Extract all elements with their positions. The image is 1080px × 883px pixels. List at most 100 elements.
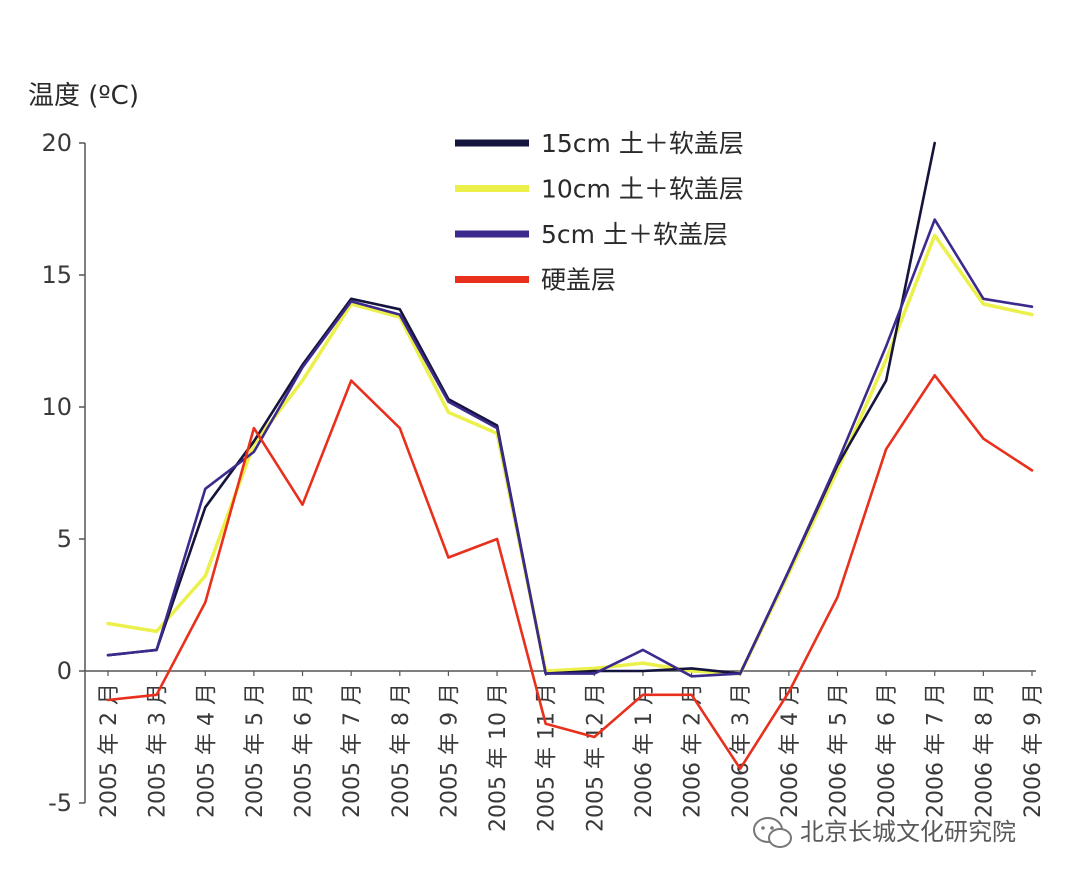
x-tick-label: 2005 年 12 月: [583, 683, 608, 832]
y-axis-label: 温度 (ºC): [28, 81, 139, 111]
x-tick-label: 2005 年 6 月: [292, 683, 317, 818]
x-tick-label: 2006 年 4 月: [778, 683, 803, 818]
x-tick-label: 2005 年 9 月: [437, 683, 462, 818]
y-tick-label: 0: [57, 657, 72, 685]
series-line-2: [106, 218, 1034, 678]
data-point: [836, 469, 839, 472]
data-point: [593, 736, 596, 738]
data-point: [204, 488, 207, 490]
data-point: [301, 366, 304, 369]
data-point: [204, 506, 207, 509]
legend-label: 10cm 土＋软盖层: [541, 175, 744, 204]
y-tick-label: 15: [41, 261, 72, 289]
data-point: [204, 575, 207, 577]
data-point: [933, 234, 936, 237]
data-point: [690, 670, 693, 672]
legend-label: 15cm 土＋软盖层: [541, 129, 744, 158]
x-tick-label: 2005 年 5 月: [243, 683, 268, 818]
data-point: [885, 358, 887, 361]
y-tick-label: 10: [41, 393, 72, 421]
data-point: [350, 300, 352, 303]
data-point: [1031, 305, 1033, 308]
wechat-icon: [753, 817, 792, 848]
data-point: [204, 601, 207, 604]
data-point: [642, 693, 644, 696]
data-point: [982, 437, 985, 440]
data-point: [253, 451, 255, 453]
x-tick-label: 2005 年 11 月: [535, 683, 560, 832]
series-line-0: [106, 141, 936, 675]
data-point: [447, 411, 450, 414]
x-tick-label: 2005 年 10 月: [486, 683, 511, 832]
x-tick-label: 2006 年 2 月: [681, 683, 706, 818]
watermark: 北京长城文化研究院: [753, 817, 1016, 848]
data-point: [107, 654, 109, 656]
y-tick-label: -5: [48, 789, 72, 817]
data-point: [885, 448, 887, 451]
series-line-1: [106, 233, 1034, 676]
data-point: [350, 297, 352, 300]
data-point: [933, 218, 936, 221]
data-point: [836, 596, 839, 598]
x-tick-label: 2006 年 9 月: [1021, 683, 1046, 818]
data-point: [155, 649, 158, 651]
data-point: [301, 379, 304, 382]
x-tick-label: 2005 年 7 月: [340, 683, 365, 818]
data-point: [496, 538, 498, 540]
data-point: [690, 675, 693, 678]
data-point: [398, 427, 401, 429]
legend-label: 硬盖层: [541, 266, 616, 295]
data-point: [836, 461, 839, 464]
data-point: [885, 345, 887, 348]
y-tick-label: 5: [57, 525, 72, 553]
data-point: [155, 630, 158, 633]
data-point: [982, 303, 985, 305]
data-point: [982, 297, 985, 300]
watermark-text: 北京长城文化研究院: [800, 818, 1016, 846]
data-point: [642, 649, 644, 651]
data-point: [739, 767, 742, 770]
x-tick-label: 2006 年 1 月: [632, 683, 657, 818]
data-point: [544, 723, 547, 725]
data-point: [447, 400, 450, 403]
x-tick-label: 2005 年 3 月: [146, 683, 171, 818]
legend-label: 5cm 土＋软盖层: [541, 220, 728, 249]
data-point: [593, 670, 596, 672]
data-point: [593, 672, 596, 675]
data-point: [253, 440, 255, 443]
data-point: [496, 427, 498, 429]
data-point: [350, 379, 352, 382]
data-point: [107, 622, 109, 625]
x-tick-label: 2006 年 7 月: [924, 683, 949, 818]
y-tick-label: 20: [41, 129, 72, 157]
x-tick-label: 2005 年 2 月: [97, 683, 122, 818]
data-point: [885, 379, 887, 382]
x-tick-label: 2006 年 5 月: [826, 683, 851, 818]
data-point: [107, 699, 109, 701]
data-point: [496, 424, 498, 427]
data-point: [301, 503, 304, 506]
x-tick-label: 2005 年 8 月: [389, 683, 414, 818]
data-point: [398, 308, 401, 311]
x-ticks: 2005 年 2 月 2005 年 3 月 2005 年 4 月 2005 年 5 月…: [97, 671, 1046, 832]
data-point: [933, 374, 936, 377]
data-point: [642, 662, 644, 664]
data-point: [739, 672, 742, 675]
data-point: [1031, 469, 1033, 472]
data-point: [253, 427, 255, 429]
data-point: [788, 691, 790, 693]
data-point: [447, 556, 450, 559]
data-point: [933, 142, 936, 144]
data-point: [398, 313, 401, 316]
x-tick-label: 2006 年 6 月: [875, 683, 900, 818]
x-tick-label: 2006 年 3 月: [729, 683, 754, 818]
data-point: [642, 670, 644, 672]
data-point: [155, 693, 158, 696]
data-point: [593, 667, 596, 670]
x-tick-label: 2005 年 4 月: [194, 683, 219, 818]
data-point: [690, 667, 693, 670]
series-layer: [106, 141, 1034, 770]
